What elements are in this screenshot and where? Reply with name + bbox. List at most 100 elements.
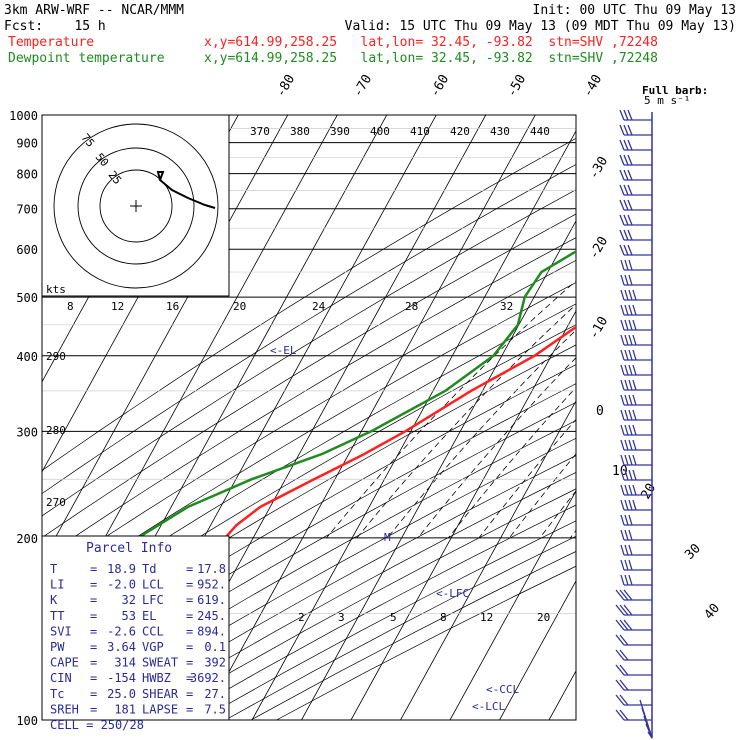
wind-barb [619,199,652,211]
hodograph-speed-label: 32 [500,300,513,313]
pressure-tick-label: 100 [16,714,38,728]
mixing-ratio-label: 5 [390,611,397,624]
wind-barb [619,214,652,226]
mixing-ratio-label: 12 [480,611,493,624]
hodograph-speed-label: 12 [111,300,124,313]
pressure-tick-label: 900 [16,137,38,151]
wind-barb [620,574,652,586]
wind-barb [620,454,652,466]
isotherm [301,220,576,720]
pressure-tick-label: 500 [16,291,38,305]
parcel-eq: = [90,593,97,607]
annotation-ccl: <-CCL [486,683,519,696]
wind-barb [619,184,652,196]
hodograph-speed-label: 16 [166,300,179,313]
wind-barb [615,604,652,616]
parcel-key-right: LAPSE [142,702,178,716]
annotation-lcl: <-LCL [472,700,505,713]
pressure-tick-label: 400 [16,350,38,364]
wind-barb [620,559,652,571]
parcel-key-right: LCL [142,578,164,592]
wind-barb [615,634,652,646]
hodograph-ring [77,147,195,265]
wind-barb [620,484,652,496]
wind-barb [620,304,652,316]
parcel-value-left: -2.6 [107,624,136,638]
plot-frame [41,114,577,721]
parcel-eq: = [90,687,97,701]
parcel-eq: = [90,656,97,670]
parcel-value-left: 25.0 [107,687,136,701]
pressure-tick-label: 600 [16,243,38,257]
parcel-value-left: -2.0 [107,578,136,592]
wind-barb [615,589,652,601]
parcel-key-left: SREH [50,702,79,716]
pressure-tick-label: 800 [16,168,38,182]
parcel-key-right: EL [142,609,156,623]
wind-barb [620,544,652,556]
mixing-ratio-label: 20 [537,611,550,624]
parcel-eq: = [90,624,97,638]
theta-label: 270 [46,496,66,509]
parcel-value-right: 3692. [190,671,226,685]
theta-e-label: 440 [530,125,550,138]
wind-barb [619,244,652,256]
moist-adiabat [387,329,576,539]
mixing-ratio-label: 8 [440,611,447,624]
barb-key-title: Full barb: [642,84,708,97]
parcel-eq: = [186,656,193,670]
hodograph-speed-label: 8 [67,300,74,313]
wind-barb [619,154,652,166]
parcel-info-box: Parcel Info T = 18.9 Td = 17.8 LI = -2.0 LCL = 952.… [41,535,230,732]
parcel-key-left: SVI [50,624,72,638]
model-title: 3km ARW-WRF -- NCAR/MMM [4,3,184,18]
parcel-value-left: 181 [114,702,136,716]
parcel-key-left: TT [50,609,64,623]
parcel-value-left: 18.9 [107,562,136,576]
parcel-key-right: HWBZ [142,671,171,685]
isotherm-label: 10 [612,464,628,479]
mixing-ratio-label: 2 [298,611,305,624]
wind-barb [620,274,652,286]
isotherm [350,310,576,720]
theta-label: 290 [46,350,66,363]
parcel-eq: = [186,702,193,716]
isotherm [251,130,576,720]
pressure-tick-label: 300 [16,425,38,439]
wind-barb [615,694,652,706]
isotherm [499,580,576,720]
parcel-annotations: <-EL M <-LFC <-CCL <-LCL [270,344,519,713]
theta-e-label: 420 [450,125,470,138]
annotation-m: M [384,531,391,544]
parcel-value-right: 392 [204,656,226,670]
annotation-el: <-EL [270,344,297,357]
parcel-key-left: CIN [50,671,72,685]
parcel-key-left: K [50,593,58,607]
parcel-value-right: 27. [204,687,226,701]
wind-barb [615,664,652,676]
init-time: Init: 00 UTC Thu 09 May 13 [533,3,737,18]
wind-barb [619,139,652,151]
pressure-tick-label: 700 [16,203,38,217]
isotherm [449,490,576,720]
hodograph-units: kts [46,283,66,296]
parcel-key-left: CAPE [50,656,79,670]
parcel-key-right: CCL [142,624,164,638]
theta-e-label: 410 [410,125,430,138]
wind-barb [620,349,652,361]
wind-barb [619,124,652,136]
wind-barb [620,334,652,346]
wind-barb [620,499,652,511]
hodograph-speed-label: 28 [405,300,418,313]
parcel-cell-motion: CELL = 250/28 [50,718,144,732]
valid-time: Valid: 15 UTC Thu 09 May 13 (09 MDT Thu … [345,19,736,34]
parcel-eq: = [90,640,97,654]
parcel-eq: = [186,687,193,701]
wind-barb [620,394,652,406]
parcel-key-right: VGP [142,640,164,654]
wind-barb [620,364,652,376]
parcel-key-right: Td [142,562,156,576]
isobars: 100 200 300 400 500 600 700 800 900 1000 [9,109,577,728]
